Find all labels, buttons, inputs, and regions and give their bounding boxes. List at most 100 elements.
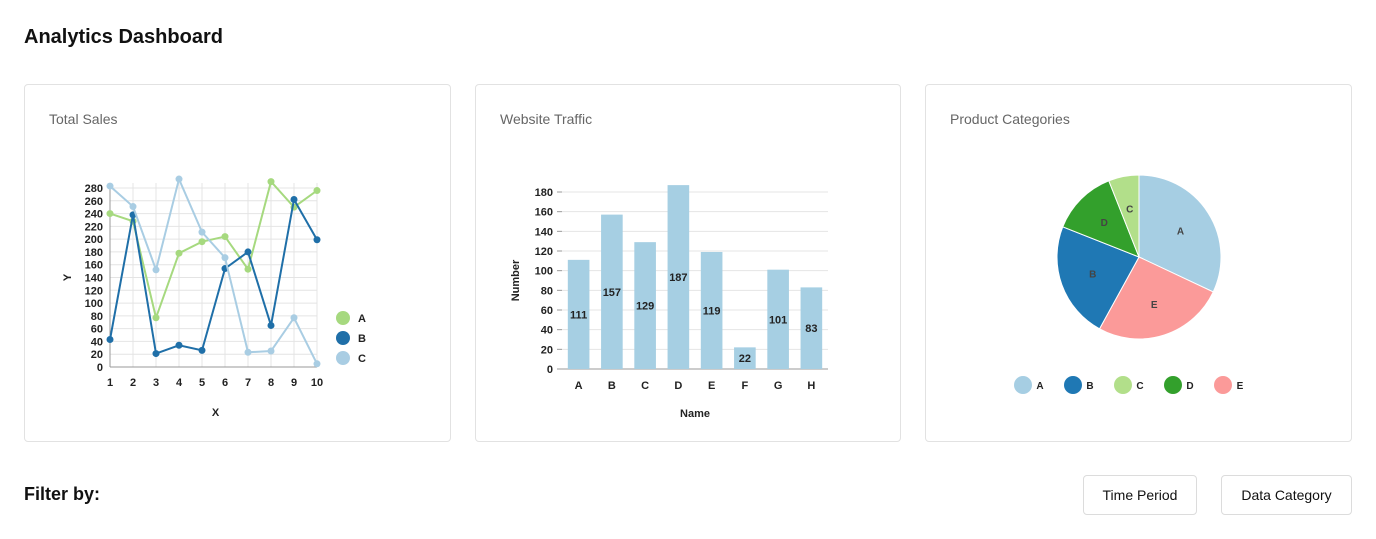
x-axis-label: X — [212, 407, 220, 419]
pie-slice-label: D — [1101, 218, 1108, 229]
y-tick-label: 280 — [85, 183, 103, 195]
legend-label: B — [358, 333, 366, 345]
x-tick-label: D — [674, 380, 682, 392]
y-tick-label: 0 — [547, 364, 553, 376]
bar-value-label: 129 — [636, 301, 654, 313]
bar-c — [634, 242, 656, 369]
y-tick-label: 20 — [541, 344, 553, 356]
x-tick-label: 8 — [268, 377, 274, 389]
x-tick-label: F — [742, 380, 749, 392]
x-tick-label: 4 — [176, 377, 183, 389]
categories-pie-chart: A E B D C A B C D E — [1014, 174, 1244, 394]
data-point — [221, 233, 229, 241]
x-tick-label: B — [608, 380, 616, 392]
legend-swatch-e — [1214, 376, 1232, 394]
pie-slice-label: E — [1151, 300, 1158, 311]
data-point — [290, 196, 298, 204]
y-tick-label: 80 — [91, 311, 103, 323]
data-category-button[interactable]: Data Category — [1221, 475, 1352, 515]
x-tick-label: 9 — [291, 377, 297, 389]
bar-value-label: 22 — [739, 353, 751, 365]
legend-swatch-b — [336, 331, 350, 345]
y-axis-label: Y — [62, 273, 74, 281]
y-tick-label: 180 — [85, 247, 103, 259]
y-tick-label: 160 — [535, 207, 553, 219]
y-tick-label: 40 — [91, 336, 103, 348]
data-point — [267, 321, 275, 329]
pie-slice-a — [1138, 174, 1222, 293]
bar-f — [734, 347, 756, 369]
data-point — [152, 266, 160, 274]
legend-label: E — [1237, 381, 1244, 392]
x-axis-label: Name — [680, 408, 710, 420]
bar-value-label: 187 — [669, 272, 687, 284]
pie-slice-d — [1062, 180, 1140, 258]
time-period-button[interactable]: Time Period — [1083, 475, 1197, 515]
x-tick-label: E — [708, 380, 715, 392]
traffic-card-title: Website Traffic — [500, 111, 593, 127]
x-tick-label: A — [575, 380, 583, 392]
x-tick-label: 7 — [245, 377, 251, 389]
data-point — [244, 348, 252, 356]
y-tick-label: 40 — [541, 325, 553, 337]
filter-label: Filter by: — [24, 484, 101, 504]
x-tick-label: 3 — [153, 377, 159, 389]
x-tick-label: 2 — [130, 377, 136, 389]
traffic-bar-chart: 0 20 40 60 80 100 120 140 160 180 111 A 157 B 129 C 187 D… — [510, 185, 828, 420]
y-tick-label: 200 — [85, 234, 103, 246]
legend-swatch-a — [336, 311, 350, 325]
series-line-c — [109, 175, 318, 365]
data-point — [244, 248, 252, 256]
categories-card-title: Product Categories — [950, 111, 1070, 127]
data-point — [152, 314, 160, 322]
data-point — [106, 210, 114, 218]
y-tick-label: 0 — [97, 362, 103, 374]
x-tick-label: C — [641, 380, 649, 392]
bar-h — [800, 287, 823, 369]
y-tick-label: 160 — [85, 260, 103, 272]
y-tick-label: 60 — [91, 324, 103, 336]
y-tick-label: 120 — [535, 246, 553, 258]
legend-label: C — [1136, 381, 1143, 392]
data-point — [313, 236, 321, 244]
data-point — [198, 228, 206, 236]
bar-value-label: 111 — [570, 309, 587, 321]
y-tick-label: 100 — [535, 266, 553, 278]
pie-slice-label: C — [1126, 205, 1133, 216]
series-line-b — [109, 196, 318, 355]
bar-value-label: 101 — [769, 314, 787, 326]
bar-value-label: 157 — [603, 287, 621, 299]
y-tick-label: 120 — [85, 285, 103, 297]
bar-a — [567, 259, 590, 369]
data-point — [175, 249, 183, 257]
pie-slice-label: A — [1177, 227, 1184, 238]
y-tick-label: 260 — [85, 196, 103, 208]
data-point — [175, 341, 183, 349]
legend-swatch-d — [1164, 376, 1182, 394]
sales-card-title: Total Sales — [49, 111, 118, 127]
bar-value-label: 119 — [703, 305, 721, 317]
sales-card: Total Sales 0 20 40 60 80 100 120 140 160 180 200 2… — [24, 84, 451, 442]
x-tick-label: 5 — [199, 377, 205, 389]
categories-card: Product Categories A E B D C A B C D E — [925, 84, 1352, 442]
data-point — [267, 347, 275, 355]
y-tick-label: 20 — [91, 349, 103, 361]
y-tick-label: 80 — [541, 285, 553, 297]
data-point — [152, 350, 160, 358]
legend-swatch-c — [336, 351, 350, 365]
legend-swatch-a — [1014, 376, 1032, 394]
data-point — [175, 175, 183, 183]
pie-slice-b — [1056, 226, 1140, 330]
legend-label: B — [1086, 381, 1093, 392]
x-tick-label: 6 — [222, 377, 228, 389]
x-tick-label: 10 — [311, 377, 323, 389]
data-point — [290, 314, 298, 322]
legend-label: A — [358, 313, 366, 325]
series-line-a — [109, 179, 318, 322]
bar-b — [601, 214, 623, 369]
data-point — [267, 178, 275, 186]
y-tick-label: 140 — [85, 273, 103, 285]
data-point — [244, 265, 252, 273]
data-point — [106, 182, 114, 190]
